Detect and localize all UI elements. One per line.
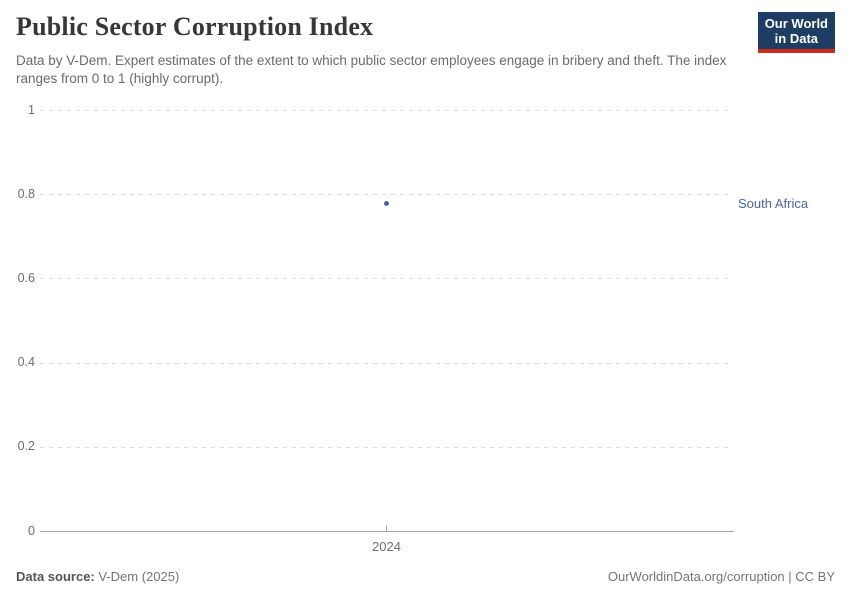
y-axis-tick-label: 0.4 bbox=[17, 355, 35, 370]
data-source: Data source: V-Dem (2025) bbox=[16, 569, 179, 584]
gridline bbox=[40, 110, 733, 111]
data-source-value: V-Dem (2025) bbox=[94, 569, 180, 584]
y-axis-tick-label: 0 bbox=[28, 523, 35, 538]
data-point[interactable] bbox=[384, 200, 389, 206]
owid-logo[interactable]: Our World in Data bbox=[757, 12, 835, 53]
chart-subtitle: Data by V-Dem. Expert estimates of the e… bbox=[16, 53, 727, 86]
entity-label[interactable]: South Africa bbox=[738, 195, 809, 211]
gridline bbox=[40, 194, 733, 196]
chart-title: Public Sector Corruption Index bbox=[16, 12, 374, 41]
owid-logo-line2: in Data bbox=[774, 31, 819, 46]
gridline bbox=[40, 446, 733, 448]
data-source-label: Data source: bbox=[16, 569, 95, 584]
y-axis-tick-label: 0.8 bbox=[17, 186, 35, 201]
x-axis-tick-label: 2024 bbox=[372, 538, 401, 554]
owid-logo-line1: Our World bbox=[764, 16, 828, 31]
x-axis-tick bbox=[386, 525, 387, 531]
attribution-link[interactable]: OurWorldinData.org/corruption | CC BY bbox=[607, 569, 835, 584]
y-axis-tick-label: 0.2 bbox=[17, 439, 35, 454]
gridline bbox=[40, 278, 733, 280]
gridline bbox=[40, 362, 733, 364]
x-axis-line bbox=[40, 531, 734, 532]
y-axis-tick-label: 0.6 bbox=[17, 270, 35, 285]
y-axis-tick-label: 1 bbox=[28, 102, 35, 117]
